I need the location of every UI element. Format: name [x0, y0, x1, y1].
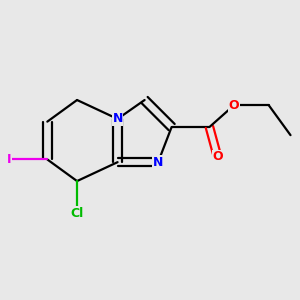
Text: N: N	[112, 112, 123, 125]
Text: Cl: Cl	[70, 207, 84, 220]
Text: O: O	[212, 150, 223, 163]
Text: O: O	[229, 99, 239, 112]
Text: N: N	[153, 156, 163, 169]
Text: I: I	[7, 153, 12, 166]
